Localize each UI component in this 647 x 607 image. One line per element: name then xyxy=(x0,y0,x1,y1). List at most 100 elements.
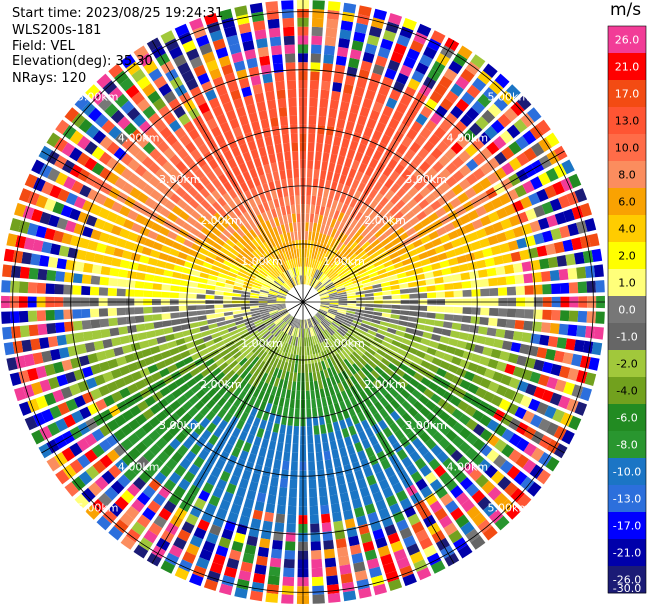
velocity-gate xyxy=(238,379,248,390)
velocity-gate xyxy=(215,312,225,318)
velocity-gate xyxy=(261,372,269,382)
velocity-gate xyxy=(465,342,476,352)
velocity-gate xyxy=(205,532,219,545)
velocity-gate xyxy=(381,255,391,264)
velocity-gate xyxy=(276,330,283,339)
velocity-gate xyxy=(481,480,496,495)
velocity-gate xyxy=(282,313,290,321)
velocity-gate xyxy=(331,322,340,329)
velocity-gate xyxy=(426,285,436,292)
velocity-gate xyxy=(109,267,120,277)
velocity-gate xyxy=(278,275,286,283)
velocity-gate xyxy=(390,399,401,410)
velocity-gate xyxy=(370,322,380,329)
velocity-gate xyxy=(388,118,400,130)
velocity-gate xyxy=(242,360,251,370)
velocity-gate xyxy=(163,444,176,457)
velocity-gate xyxy=(222,352,233,361)
velocity-gate xyxy=(403,505,417,518)
velocity-gate xyxy=(232,304,241,308)
velocity-gate xyxy=(305,319,308,329)
velocity-gate xyxy=(327,9,340,20)
velocity-gate xyxy=(326,171,334,181)
velocity-gate xyxy=(266,384,273,394)
velocity-gate xyxy=(567,324,578,337)
velocity-gate xyxy=(393,210,404,221)
velocity-gate xyxy=(139,340,150,349)
colorbar-swatch xyxy=(608,539,646,567)
velocity-gate xyxy=(189,17,204,31)
velocity-gate xyxy=(366,558,380,570)
velocity-gate xyxy=(362,495,373,506)
velocity-gate xyxy=(135,359,147,369)
velocity-gate xyxy=(430,393,442,404)
velocity-gate xyxy=(310,204,316,214)
velocity-gate xyxy=(568,310,579,322)
velocity-gate xyxy=(445,345,456,355)
velocity-gate xyxy=(261,222,269,232)
velocity-gate xyxy=(322,378,328,389)
velocity-gate xyxy=(420,105,433,119)
velocity-gate xyxy=(227,326,238,333)
velocity-gate xyxy=(385,495,398,507)
velocity-gate xyxy=(459,164,472,177)
velocity-gate xyxy=(223,566,238,578)
velocity-gate xyxy=(416,23,432,37)
velocity-gate xyxy=(389,279,399,286)
velocity-gate xyxy=(521,261,532,272)
velocity-gate xyxy=(487,103,502,118)
velocity-gate xyxy=(520,395,533,408)
velocity-gate xyxy=(153,321,164,329)
velocity-gate xyxy=(364,89,376,101)
velocity-gate xyxy=(269,325,278,333)
velocity-gate xyxy=(306,337,309,347)
velocity-gate xyxy=(259,308,269,313)
velocity-gate xyxy=(273,198,280,209)
velocity-gate xyxy=(452,435,465,448)
velocity-gate xyxy=(194,338,205,346)
velocity-gate xyxy=(292,336,297,346)
velocity-gate xyxy=(187,418,199,430)
colorbar-swatch xyxy=(608,404,646,432)
velocity-gate xyxy=(462,289,472,297)
velocity-gate xyxy=(291,327,296,336)
velocity-gate xyxy=(383,242,394,251)
velocity-gate xyxy=(333,263,342,272)
velocity-gate xyxy=(64,107,79,123)
velocity-gate xyxy=(188,281,199,288)
velocity-gate xyxy=(10,311,20,324)
velocity-gate xyxy=(309,336,314,346)
velocity-gate xyxy=(455,514,470,528)
velocity-gate xyxy=(199,348,209,357)
velocity-gate xyxy=(232,307,242,311)
velocity-gate xyxy=(309,276,313,286)
velocity-gate xyxy=(158,486,171,499)
velocity-gate xyxy=(193,181,205,192)
velocity-gate xyxy=(190,443,202,456)
velocity-gate xyxy=(236,174,245,185)
velocity-gate xyxy=(362,282,372,288)
velocity-gate xyxy=(399,94,412,107)
velocity-gate xyxy=(104,103,119,118)
velocity-gate xyxy=(35,194,48,209)
velocity-gate xyxy=(257,325,267,332)
velocity-gate xyxy=(363,196,373,207)
velocity-gate xyxy=(299,337,302,347)
velocity-gate xyxy=(228,43,242,55)
velocity-gate xyxy=(306,319,310,329)
velocity-gate xyxy=(305,222,309,232)
velocity-gate xyxy=(401,424,412,436)
velocity-gate xyxy=(358,237,368,247)
velocity-gate xyxy=(333,332,342,341)
velocity-gate xyxy=(330,259,338,269)
velocity-gate xyxy=(293,249,297,259)
velocity-gate xyxy=(416,210,427,221)
velocity-gate xyxy=(415,529,429,542)
velocity-gate xyxy=(227,454,238,466)
velocity-gate xyxy=(533,309,543,320)
velocity-gate xyxy=(403,56,417,69)
velocity-gate xyxy=(309,213,315,223)
velocity-gate xyxy=(483,87,498,102)
velocity-gate xyxy=(171,451,184,464)
velocity-gate xyxy=(205,194,216,205)
